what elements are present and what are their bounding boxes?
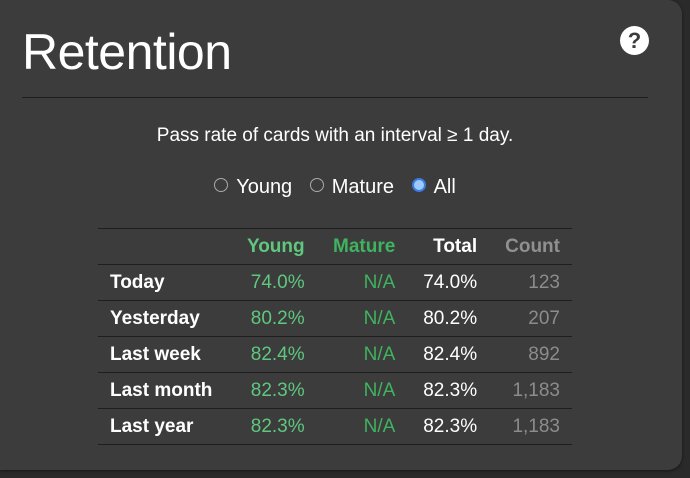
subtitle: Pass rate of cards with an interval ≥ 1 … — [156, 125, 514, 146]
young-value: 82.3% — [230, 408, 317, 445]
count-value: 207 — [489, 300, 572, 337]
row-label: Last week — [98, 336, 231, 373]
divider — [22, 97, 648, 98]
radio-all[interactable]: All — [411, 176, 456, 199]
radio-button[interactable] — [214, 177, 229, 192]
total-value: 74.0% — [407, 264, 490, 301]
mature-value: N/A — [316, 408, 408, 445]
header-empty — [98, 228, 231, 265]
radio-button-checked[interactable] — [411, 177, 426, 192]
young-value: 82.4% — [230, 336, 317, 373]
total-value: 82.3% — [407, 372, 490, 409]
row-label: Today — [98, 264, 231, 301]
radio-label: Mature — [331, 176, 394, 198]
header-young: Young — [230, 228, 317, 265]
header-mature: Mature — [316, 228, 408, 265]
row-label: Last month — [98, 372, 231, 409]
table-row: Last year 82.3% N/A 82.3% 1,183 — [98, 408, 572, 445]
radio-young[interactable]: Young — [214, 176, 292, 199]
radio-label: All — [433, 176, 456, 198]
count-value: 123 — [489, 264, 572, 301]
table-row: Last month 82.3% N/A 82.3% 1,183 — [98, 372, 572, 409]
radio-label: Young — [236, 176, 293, 198]
row-label: Yesterday — [98, 300, 231, 337]
header-count: Count — [489, 228, 572, 265]
table-row: Last week 82.4% N/A 82.4% 892 — [98, 336, 572, 373]
mature-value: N/A — [316, 300, 408, 337]
total-value: 82.4% — [407, 336, 490, 373]
total-value: 82.3% — [407, 408, 490, 445]
card-type-radio-group: Young Mature All — [0, 176, 670, 201]
retention-table: Young Mature Total Count Today 74.0% N/A 74… — [98, 228, 572, 445]
young-value: 82.3% — [230, 372, 317, 409]
count-value: 1,183 — [489, 408, 572, 445]
row-label: Last year — [98, 408, 231, 445]
card-title: Retention — [22, 24, 232, 80]
young-value: 80.2% — [230, 300, 317, 337]
total-value: 80.2% — [407, 300, 490, 337]
radio-mature[interactable]: Mature — [309, 176, 394, 199]
question-circle-icon[interactable]: ? — [620, 26, 649, 55]
table-row: Yesterday 80.2% N/A 80.2% 207 — [98, 300, 572, 337]
count-value: 1,183 — [489, 372, 572, 409]
mature-value: N/A — [316, 336, 408, 373]
table-row: Today 74.0% N/A 74.0% 123 — [98, 264, 572, 301]
count-value: 892 — [489, 336, 572, 373]
retention-card: Retention ? Pass rate of cards with an i… — [0, 0, 682, 470]
table-header-row: Young Mature Total Count — [98, 228, 572, 265]
header-total: Total — [407, 228, 490, 265]
radio-button[interactable] — [309, 177, 324, 192]
mature-value: N/A — [316, 372, 408, 409]
mature-value: N/A — [316, 264, 408, 301]
young-value: 74.0% — [230, 264, 317, 301]
